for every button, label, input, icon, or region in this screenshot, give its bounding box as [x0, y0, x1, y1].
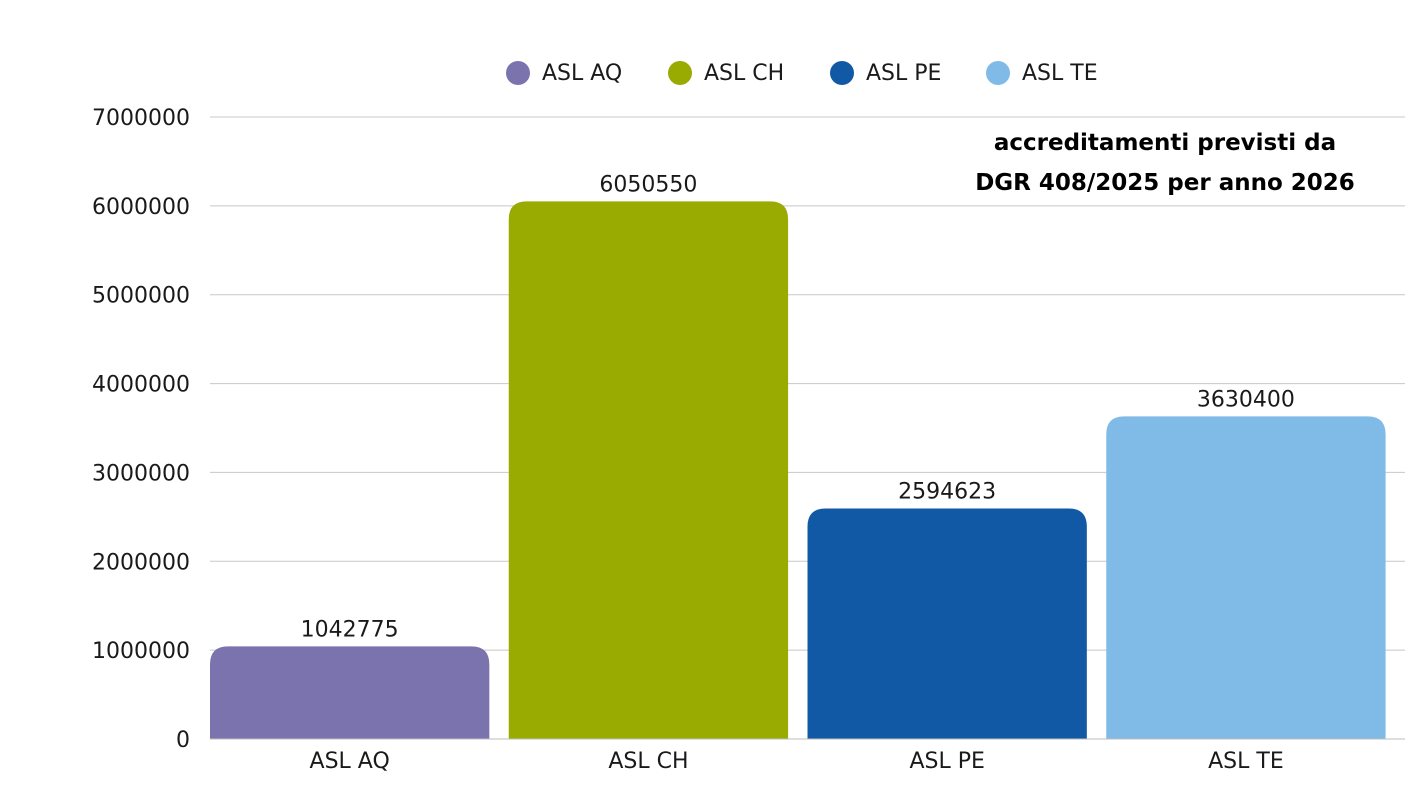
chart-title-line-2: DGR 408/2025 per anno 2026 [975, 170, 1355, 196]
legend-label: ASL AQ [542, 61, 622, 86]
y-tick-label: 6000000 [92, 195, 190, 220]
y-tick-label: 0 [176, 728, 190, 753]
y-tick-label: 1000000 [92, 639, 190, 664]
chart-title-line-1: accreditamenti previsti da [994, 130, 1336, 156]
y-tick-label: 3000000 [92, 461, 190, 486]
x-tick-label: ASL TE [1208, 749, 1284, 774]
y-tick-label: 4000000 [92, 373, 190, 398]
y-tick-label: 7000000 [92, 106, 190, 131]
legend-label: ASL TE [1022, 61, 1098, 86]
y-tick-label: 2000000 [92, 550, 190, 575]
legend-swatch [668, 61, 692, 85]
x-axis-ticks: ASL AQ ASL CH ASL PE ASL TE [310, 749, 1284, 774]
bars [210, 201, 1386, 739]
y-tick-label: 5000000 [92, 284, 190, 309]
data-labels: 1042775 6050550 2594623 3630400 [301, 172, 1295, 642]
legend-swatch [830, 61, 854, 85]
x-tick-label: ASL CH [608, 749, 688, 774]
gridlines [210, 116, 1405, 651]
legend-swatch [986, 61, 1010, 85]
y-axis-ticks: 0 1000000 2000000 3000000 4000000 5000000 6000… [92, 106, 190, 753]
legend: ASL AQ ASL CH ASL PE ASL TE [506, 61, 1098, 86]
bar-asl-ch [508, 201, 789, 739]
bar-asl-pe [807, 508, 1087, 739]
chart-title: accreditamenti previsti da DGR 408/2025 … [975, 130, 1355, 196]
data-label: 3630400 [1197, 387, 1295, 412]
data-label: 1042775 [301, 617, 399, 642]
legend-label: ASL CH [704, 61, 784, 86]
bar-asl-aq [210, 646, 490, 739]
legend-swatch [506, 61, 530, 85]
x-tick-label: ASL PE [909, 749, 984, 774]
data-label: 6050550 [599, 172, 697, 197]
bar-asl-te [1106, 416, 1386, 739]
legend-label: ASL PE [866, 61, 941, 86]
x-tick-label: ASL AQ [310, 749, 390, 774]
data-label: 2594623 [898, 479, 996, 504]
